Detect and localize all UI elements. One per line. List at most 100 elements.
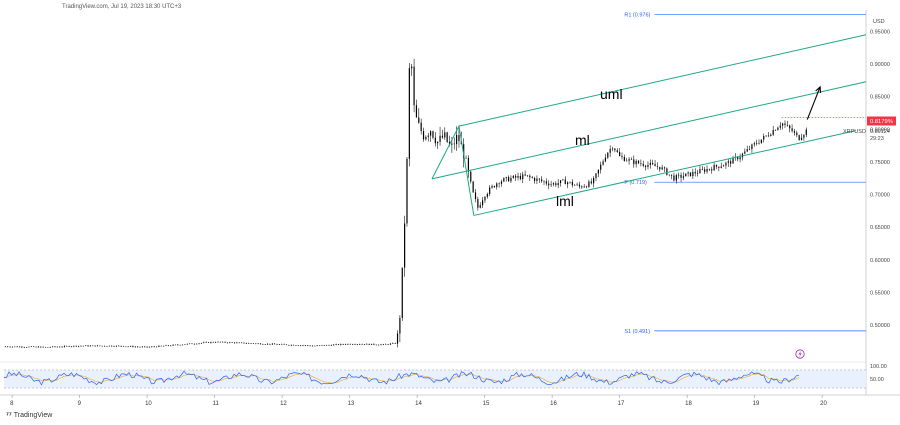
candle-body-22 [56, 346, 58, 348]
candle-body-52 [127, 346, 129, 348]
candle-body-208 [496, 183, 498, 188]
candle-body-27 [68, 346, 70, 347]
candle-body-282 [670, 174, 673, 176]
candle-body-115 [276, 344, 278, 345]
candle-body-116 [278, 344, 281, 345]
candle-body-130 [311, 345, 314, 347]
time-tick-12: 20 [820, 401, 827, 407]
candle-body-12 [33, 346, 35, 348]
candle-body-57 [139, 346, 141, 348]
candle-body-283 [673, 175, 675, 181]
time-tick-9: 17 [618, 401, 625, 407]
candle-body-76 [184, 344, 186, 346]
price-tick-0: 0.95000 [870, 30, 890, 36]
candle-body-32 [80, 345, 82, 347]
candle-body-260 [619, 152, 621, 156]
candle-body-112 [269, 343, 271, 345]
candle-body-185 [441, 135, 444, 138]
candle-body-186 [444, 132, 446, 138]
time-tick-7: 15 [483, 401, 490, 407]
candle-body-61 [148, 346, 151, 348]
candle-body-84 [203, 342, 205, 344]
candle-body-88 [212, 342, 214, 343]
candle-body-42 [103, 345, 106, 347]
candle-body-198 [472, 181, 474, 193]
candle-body-310 [737, 156, 739, 160]
candle-body-101 [243, 342, 245, 344]
candle-body-189 [451, 143, 453, 145]
candle-body-314 [746, 149, 748, 152]
candle-body-331 [786, 124, 788, 126]
candle-body-34 [85, 345, 87, 347]
pivot-label-2: S1 (0.491) [624, 329, 650, 335]
current-price-label: 0.8179% [867, 116, 896, 126]
candle-body-97 [233, 342, 236, 344]
candle-body-235 [559, 180, 562, 184]
time-tick-3: 11 [213, 401, 220, 407]
candle-body-210 [500, 181, 503, 184]
candle-body-96 [231, 342, 233, 343]
candle-body-176 [420, 122, 422, 132]
candle-body-74 [179, 344, 181, 346]
candle-body-337 [800, 137, 803, 140]
candle-body-209 [498, 183, 500, 184]
candle-body-320 [760, 139, 762, 144]
candle-body-197 [470, 171, 472, 182]
candle-body-191 [456, 134, 458, 145]
candle-body-226 [538, 178, 540, 180]
candle-body-301 [715, 165, 718, 167]
candle-body-228 [543, 181, 545, 182]
candle-body-113 [271, 343, 273, 345]
candle-body-285 [678, 174, 680, 176]
candle-body-268 [637, 160, 640, 164]
candle-body-69 [167, 345, 169, 346]
candle-body-121 [290, 344, 292, 346]
candle-body-172 [411, 66, 413, 69]
pitchfork-channel[interactable]: uml ml lml [431, 34, 867, 216]
candle-body-41 [101, 345, 103, 347]
candle-body-111 [266, 343, 269, 345]
candle-body-125 [300, 345, 302, 346]
candle-body-24 [61, 346, 63, 348]
candle-body-217 [517, 175, 519, 178]
candle-body-273 [649, 163, 651, 165]
candle-body-174 [415, 105, 418, 118]
candle-body-143 [342, 344, 344, 345]
candle-body-329 [782, 123, 784, 126]
candle-body-190 [453, 143, 455, 145]
candle-body-164 [392, 343, 394, 344]
candle-body-263 [626, 160, 628, 162]
candle-body-311 [739, 157, 741, 160]
candle-body-106 [255, 343, 257, 345]
candle-body-23 [59, 346, 61, 348]
candle-body-98 [236, 342, 238, 344]
candle-body-64 [155, 346, 158, 348]
candle-body-291 [692, 171, 694, 177]
candle-body-3 [11, 346, 14, 348]
candle-body-328 [779, 125, 781, 128]
time-axis[interactable]: 8 9 10 11 12 13 14 15 16 17 18 19 20 [10, 395, 827, 407]
candle-body-170 [406, 158, 408, 224]
candle-body-242 [576, 184, 578, 186]
candle-body-90 [217, 341, 219, 343]
time-tick-2: 10 [145, 401, 152, 407]
candle-body-38 [94, 345, 96, 347]
time-tick-8: 16 [550, 401, 557, 407]
candle-body-173 [413, 66, 415, 106]
candle-body-265 [630, 159, 633, 160]
price-tick-9: 0.50000 [870, 323, 890, 329]
candle-body-293 [696, 173, 699, 174]
channel-line-lower [473, 130, 856, 216]
candle-body-286 [680, 174, 682, 178]
candle-body-319 [758, 143, 760, 144]
alert-icon[interactable] [795, 349, 805, 359]
tradingview-logo: ⁷⁷ TradingView [6, 412, 52, 419]
candle-body-132 [316, 345, 318, 347]
candle-body-129 [309, 345, 311, 347]
candle-body-78 [189, 343, 191, 345]
candle-body-196 [467, 157, 470, 172]
price-axis[interactable]: 0.95000 0.90000 0.85000 0.80000 0.75000 0.700… [870, 30, 890, 329]
candle-body-254 [604, 157, 607, 162]
candle-body-152 [363, 344, 366, 345]
